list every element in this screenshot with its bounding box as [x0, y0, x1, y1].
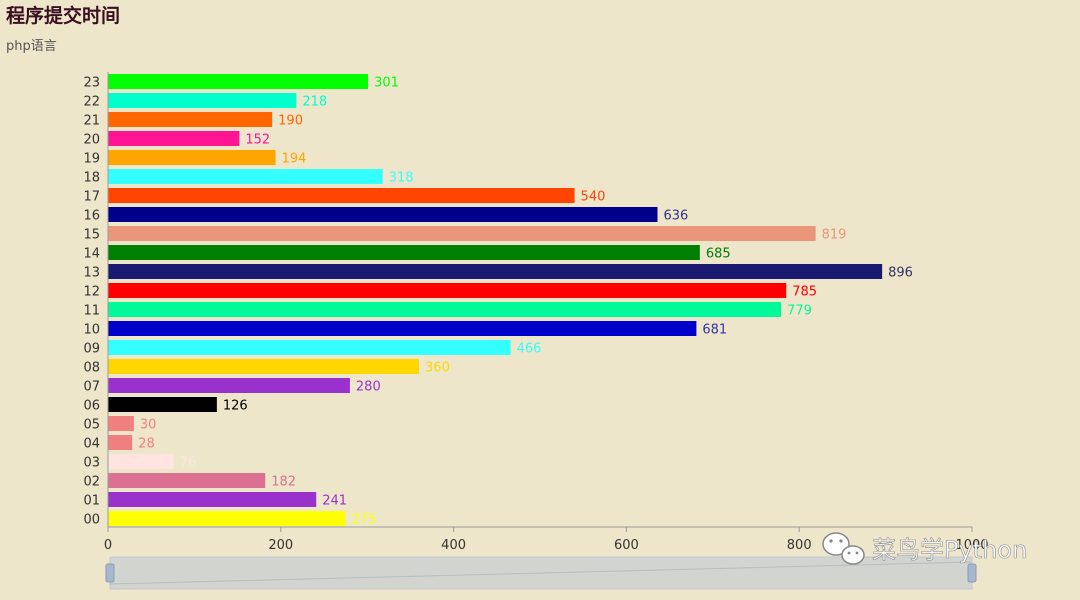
y-tick-label: 06 [83, 399, 100, 414]
bar-hour-00 [108, 511, 346, 526]
bar-hour-16 [108, 207, 658, 222]
bar-value-label: 540 [581, 190, 606, 205]
bar-hour-20 [108, 131, 240, 146]
y-tick-label: 09 [83, 342, 100, 357]
y-tick-label: 11 [83, 304, 100, 319]
data-zoom-slider[interactable] [105, 556, 977, 590]
bar-hour-04 [108, 435, 133, 450]
chart-title: 程序提交时间 [6, 4, 120, 27]
bar-value-label: 681 [702, 323, 727, 338]
wechat-icon [822, 532, 865, 565]
y-tick-label: 04 [83, 437, 100, 452]
bar-hour-06 [108, 397, 217, 412]
x-tick-label: 600 [614, 538, 639, 553]
y-tick-label: 03 [83, 456, 100, 471]
bar-value-label: 280 [356, 380, 381, 395]
y-tick-label: 00 [83, 513, 100, 528]
watermark-text: 菜鸟学Python [872, 536, 1027, 564]
x-tick-label: 400 [441, 538, 466, 553]
bar-hour-03 [108, 454, 174, 469]
bar-hour-07 [108, 378, 350, 393]
x-tick-label: 1000 [955, 538, 988, 553]
bar-value-label: 194 [282, 152, 307, 167]
y-tick-label: 18 [83, 171, 100, 186]
bar-hour-02 [108, 473, 266, 488]
y-tick-label: 14 [83, 247, 100, 262]
bar-hour-13 [108, 264, 883, 279]
bar-hour-22 [108, 93, 297, 108]
x-tick-label: 200 [268, 538, 293, 553]
bar-hour-19 [108, 150, 276, 165]
y-tick-label: 07 [83, 380, 100, 395]
bar-hour-17 [108, 188, 575, 203]
bar-hour-12 [108, 283, 787, 298]
bar-value-label: 275 [352, 513, 377, 528]
watermark: 菜鸟学Python [822, 532, 1028, 565]
bar-value-label: 190 [278, 114, 303, 129]
bar-hour-21 [108, 112, 273, 127]
bar-hour-23 [108, 74, 369, 89]
y-tick-label: 15 [83, 228, 100, 243]
y-tick-label: 13 [83, 266, 100, 281]
zoom-handle-right[interactable] [967, 563, 977, 583]
y-tick-label: 21 [83, 114, 100, 129]
bar-value-label: 466 [517, 342, 542, 357]
x-axis: 00 01 02 03 04 05 06 07 08 09 10 11 12 13 14 15 16 17 18 19… [83, 72, 989, 553]
bar-value-label: 896 [888, 266, 913, 281]
bar-hour-10 [108, 321, 697, 336]
bar-value-label: 819 [822, 228, 847, 243]
zoom-data-shadow [109, 561, 973, 585]
y-tick-label: 19 [83, 152, 100, 167]
x-tick-label: 800 [787, 538, 812, 553]
bar-value-label: 218 [302, 95, 327, 110]
bar-value-label: 318 [389, 171, 414, 186]
bar-hour-14 [108, 245, 700, 260]
bar-value-label: 636 [664, 209, 689, 224]
bar-value-label: 241 [322, 494, 347, 509]
bar-value-label: 360 [425, 361, 450, 376]
y-tick-label: 02 [83, 475, 100, 490]
y-tick-label: 20 [83, 133, 100, 148]
y-tick-label: 12 [83, 285, 100, 300]
bar-value-label: 152 [245, 133, 270, 148]
bar-value-label: 126 [223, 399, 248, 414]
bar-hour-18 [108, 169, 383, 184]
chart-subtitle: php语言 [6, 39, 57, 54]
bar-hour-01 [108, 492, 317, 507]
y-tick-label: 05 [83, 418, 100, 433]
y-tick-label: 16 [83, 209, 100, 224]
y-tick-label: 22 [83, 95, 100, 110]
bar-value-label: 30 [140, 418, 157, 433]
bar-hour-09 [108, 340, 511, 355]
y-tick-label: 23 [83, 76, 100, 91]
bar-hour-11 [108, 302, 782, 317]
bars: 275 241 182 76 28 30 126 280 360 466 681 779 785 896 6… [108, 74, 913, 528]
zoom-handle-left[interactable] [105, 563, 115, 583]
y-tick-label: 17 [83, 190, 100, 205]
bar-hour-15 [108, 226, 816, 241]
x-tick-label: 0 [104, 538, 112, 553]
bar-value-label: 301 [374, 76, 399, 91]
bar-value-label: 28 [138, 437, 155, 452]
bar-value-label: 182 [271, 475, 296, 490]
y-tick-label: 08 [83, 361, 100, 376]
bar-value-label: 779 [787, 304, 812, 319]
bar-value-label: 76 [180, 456, 197, 471]
y-tick-label: 01 [83, 494, 100, 509]
y-tick-label: 10 [83, 323, 100, 338]
bar-hour-08 [108, 359, 420, 374]
bar-value-label: 685 [706, 247, 731, 262]
bar-value-label: 785 [792, 285, 817, 300]
bar-hour-05 [108, 416, 134, 431]
